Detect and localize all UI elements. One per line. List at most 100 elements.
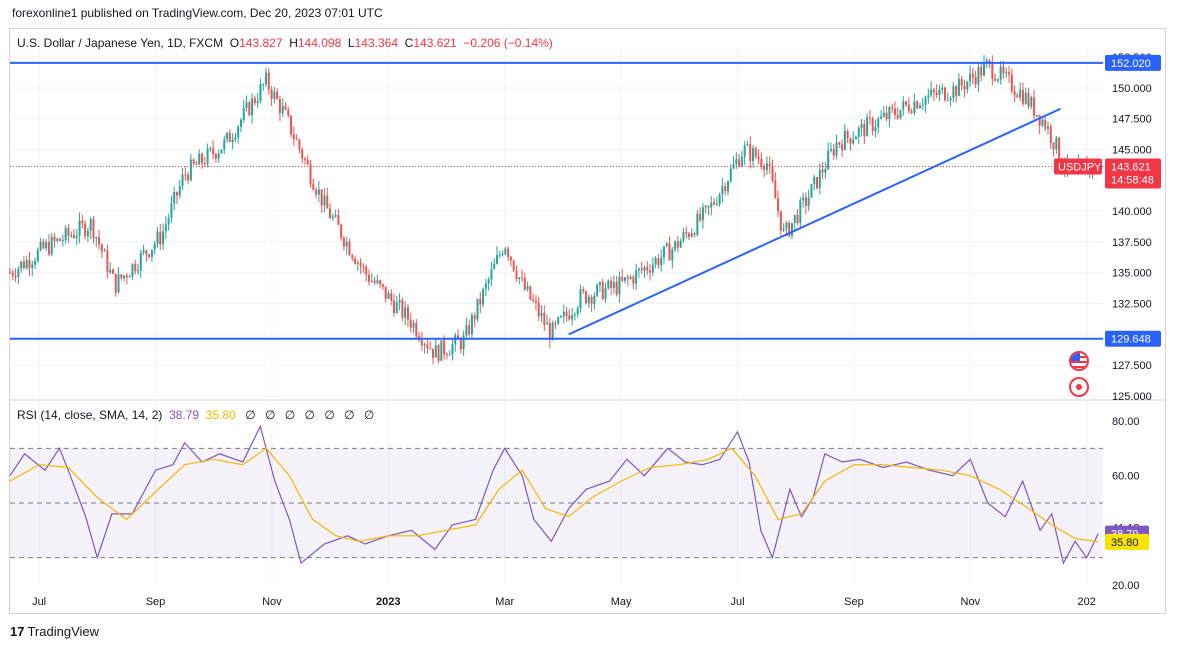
candle-body	[790, 222, 793, 237]
rsi-series-line	[9, 424, 1099, 565]
candle-body	[351, 255, 354, 259]
candle-body	[849, 138, 852, 144]
candle-body	[195, 163, 198, 165]
candle-body	[253, 98, 256, 104]
candle-body	[9, 272, 11, 274]
candle-body	[25, 259, 28, 269]
candle-body	[479, 298, 482, 305]
candle-body	[843, 130, 846, 150]
candle-body	[273, 91, 276, 99]
candle-body	[534, 301, 537, 303]
candle-body	[114, 273, 117, 293]
candle-body	[267, 72, 270, 90]
candle-body	[278, 99, 281, 114]
candle-body	[1038, 114, 1041, 126]
na-value: ∅	[344, 408, 355, 422]
candle-body	[977, 66, 980, 85]
candle-body	[473, 315, 476, 320]
candle-body	[568, 315, 571, 320]
price-tick-label: 137.500	[1112, 237, 1152, 249]
candle-body	[629, 276, 632, 279]
candle-body	[754, 148, 757, 157]
price-tick-label: 145.000	[1112, 144, 1152, 156]
candle-body	[1046, 126, 1049, 129]
candle-body	[807, 197, 810, 206]
na-value: ∅	[363, 408, 375, 422]
candle-body	[164, 224, 167, 232]
candle-body	[465, 325, 468, 336]
candle-body	[1033, 97, 1036, 116]
time-tick-label: Sep	[844, 596, 864, 608]
candle-body	[835, 142, 838, 156]
candle-body	[818, 169, 821, 189]
candle-body	[974, 77, 977, 85]
symbol-label[interactable]: U.S. Dollar / Japanese Yen, 1D, FXCM	[17, 36, 224, 50]
price-tick-label: 127.500	[1112, 360, 1152, 372]
candle-body	[1035, 114, 1038, 116]
candle-body	[242, 107, 245, 120]
candle-body	[601, 282, 604, 300]
candle-body	[735, 159, 738, 164]
candle-body	[874, 127, 877, 132]
candle-body	[721, 186, 724, 195]
candle-body	[701, 207, 704, 221]
candle-body	[777, 198, 780, 212]
candle-body	[985, 60, 988, 64]
candle-body	[957, 79, 960, 96]
candle-body	[189, 159, 192, 181]
candle-body	[877, 118, 880, 128]
candle-body	[470, 315, 473, 335]
price-tick-label: 135.000	[1112, 268, 1152, 280]
candle-body	[932, 89, 935, 93]
candle-body	[768, 163, 771, 167]
candle-body	[802, 197, 805, 201]
time-tick-label: 202	[1078, 596, 1096, 608]
support-level-label: 129.648	[1111, 334, 1151, 346]
candle-body	[899, 109, 902, 119]
candle-body	[67, 228, 70, 236]
candle-body	[982, 63, 985, 76]
countdown-label: 14:58:48	[1111, 174, 1154, 186]
resistance-level-label: 152.020	[1111, 58, 1151, 70]
candle-body	[162, 231, 165, 245]
candle-body	[317, 189, 320, 195]
candle-body	[220, 149, 223, 154]
candle-body	[20, 261, 23, 269]
candle-body	[512, 260, 515, 271]
candle-body	[1024, 92, 1027, 104]
candle-body	[92, 219, 95, 239]
candle-body	[331, 216, 334, 219]
candle-body	[120, 274, 123, 279]
candle-body	[918, 105, 921, 109]
rsi-label[interactable]: RSI (14, close, SMA, 14, 2)	[17, 408, 163, 422]
candle-body	[621, 277, 624, 281]
candle-body	[941, 87, 944, 90]
candle-body	[955, 86, 958, 96]
candle-body	[426, 344, 429, 349]
candle-body	[576, 308, 579, 315]
low-value: 143.364	[354, 36, 398, 50]
candle-body	[841, 144, 844, 150]
candle-body	[409, 319, 412, 328]
candle-body	[212, 148, 215, 155]
candle-body	[11, 272, 14, 276]
candle-body	[771, 166, 774, 181]
us-flag-icon[interactable]	[1069, 351, 1089, 371]
candle-body	[893, 108, 896, 115]
candle-body	[501, 254, 504, 256]
footer-brand[interactable]: 17 TradingView	[10, 624, 99, 639]
candle-body	[938, 89, 941, 96]
candle-body	[988, 60, 991, 63]
candle-body	[214, 154, 217, 159]
candle-body	[668, 243, 671, 261]
candle-body	[1021, 89, 1024, 104]
candle-body	[64, 228, 67, 241]
candle-body	[927, 95, 930, 98]
candle-body	[579, 289, 582, 309]
na-value: ∅	[284, 408, 296, 422]
candle-body	[362, 266, 365, 268]
candle-body	[404, 307, 407, 318]
jp-flag-icon[interactable]	[1069, 377, 1089, 397]
candle-body	[134, 263, 137, 272]
